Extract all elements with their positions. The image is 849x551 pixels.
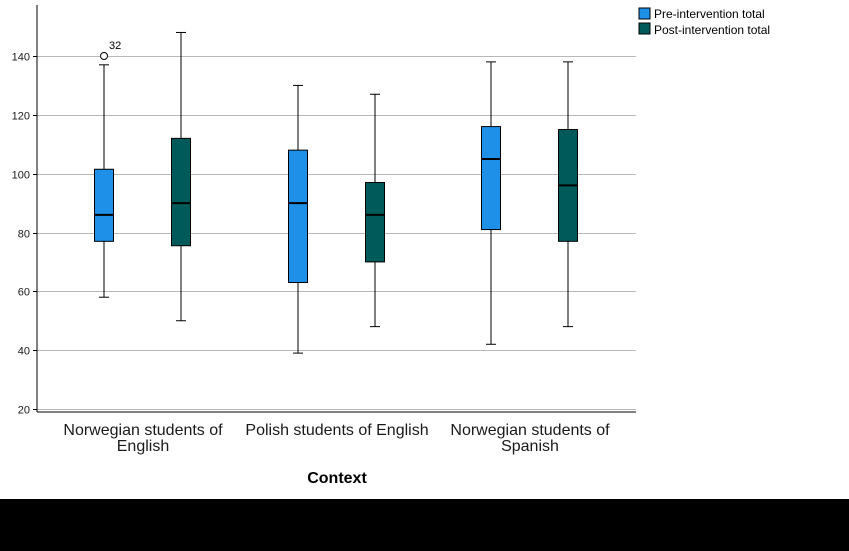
y-tick-label: 80	[18, 229, 30, 241]
outlier-label: 32	[109, 40, 121, 52]
y-tick-label: 120	[12, 111, 30, 123]
y-tick-labels: 20 40 60 80 100 120 140	[12, 52, 37, 417]
y-tick-label: 60	[18, 287, 30, 299]
y-tick-label: 140	[12, 52, 30, 64]
bottom-black-bar	[0, 499, 849, 551]
legend-label-post: Post-intervention total	[654, 23, 770, 37]
x-category-label: Polish students of English	[245, 422, 428, 439]
box-post-3	[558, 61, 578, 328]
iqr-box	[288, 149, 308, 284]
y-tick-label: 40	[18, 346, 30, 358]
box-pre-1: 32	[94, 40, 121, 298]
box-pre-2	[288, 84, 308, 354]
boxplot-chart: 20 40 60 80 100 120 140 32 Norwegian students …	[12, 5, 770, 487]
box-post-1	[171, 31, 191, 322]
gridlines	[37, 56, 636, 410]
iqr-box	[171, 137, 191, 247]
legend-label-pre: Pre-intervention total	[654, 7, 765, 21]
y-tick-label: 20	[18, 405, 30, 417]
box-post-2	[365, 93, 385, 328]
x-category-label-line: Spanish	[501, 438, 559, 455]
legend-swatch-post	[638, 22, 651, 35]
x-axis-title: Context	[307, 470, 367, 487]
legend-swatch-pre	[638, 7, 651, 20]
x-category-label-line: Norwegian students of	[450, 422, 610, 439]
box-pre-3	[481, 61, 501, 345]
boxes: 32	[94, 31, 578, 354]
axes	[36, 5, 636, 413]
legend: Pre-intervention total Post-intervention…	[638, 7, 770, 37]
x-category-label: Norwegian students of Spanish	[450, 422, 610, 455]
y-tick-label: 100	[12, 170, 30, 182]
x-category-label-line: Polish students of English	[245, 422, 428, 439]
x-category-label-line: English	[117, 438, 169, 455]
iqr-box	[365, 181, 385, 263]
outlier-point	[100, 52, 108, 60]
x-category-label-line: Norwegian students of	[63, 422, 223, 439]
iqr-box	[94, 168, 114, 242]
iqr-box	[481, 126, 501, 231]
x-category-label: Norwegian students of English	[63, 422, 223, 455]
